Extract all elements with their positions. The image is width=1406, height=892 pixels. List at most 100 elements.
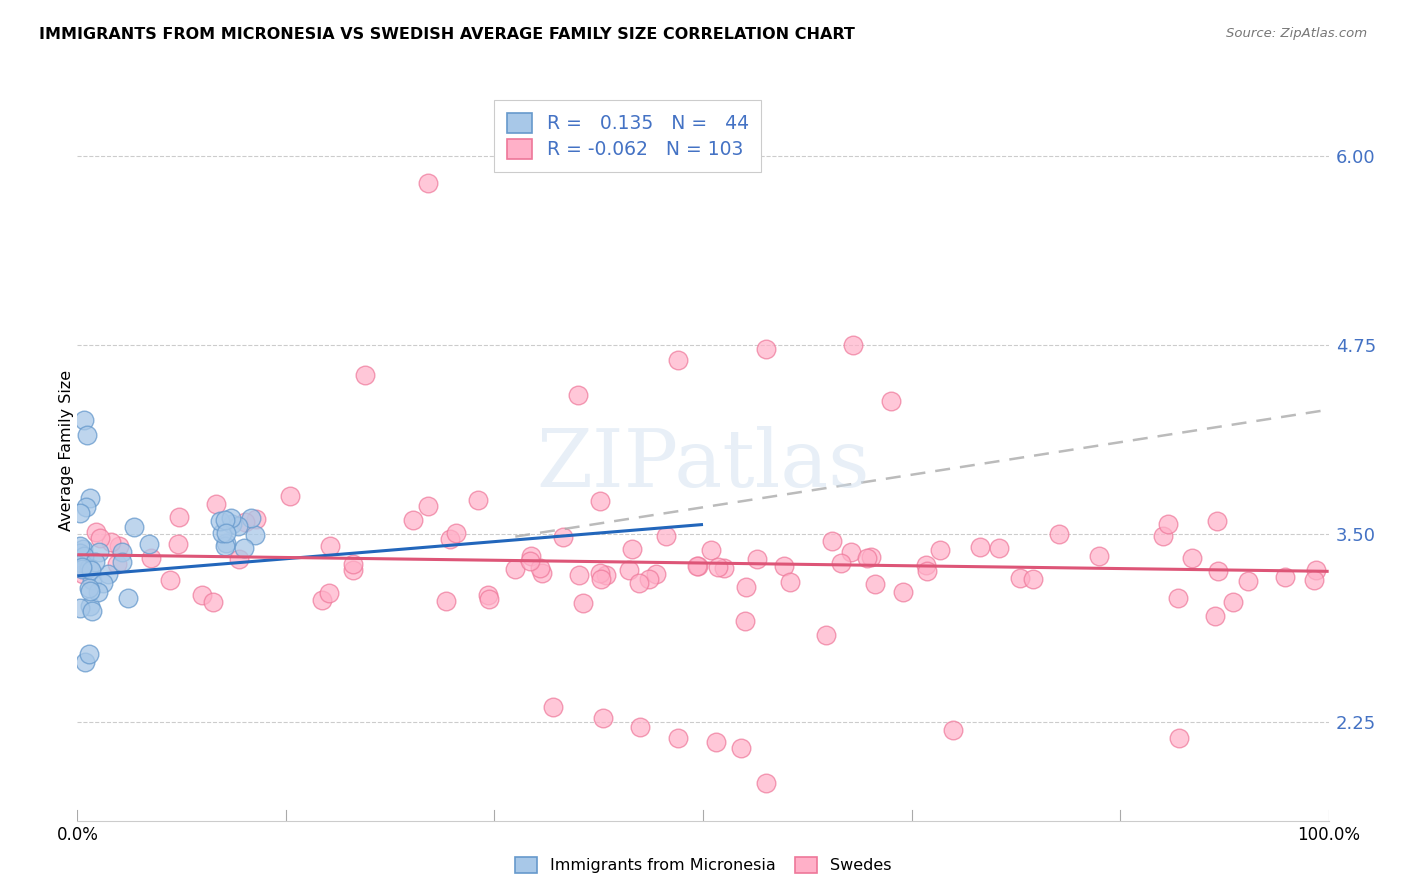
Point — [773, 558, 796, 573]
Point — [969, 540, 991, 554]
Point — [342, 557, 364, 571]
Point — [69, 546, 91, 560]
Point — [72, 567, 94, 582]
Point — [77, 560, 100, 574]
Point — [1204, 609, 1226, 624]
Point — [434, 593, 457, 607]
Point — [219, 510, 242, 524]
Point — [595, 568, 617, 582]
Point — [166, 537, 188, 551]
Point — [205, 497, 228, 511]
Point — [1167, 731, 1189, 745]
Point — [1208, 564, 1230, 578]
Point — [278, 489, 301, 503]
Point — [929, 542, 952, 557]
Point — [87, 584, 110, 599]
Text: Source: ZipAtlas.com: Source: ZipAtlas.com — [1226, 27, 1367, 40]
Point — [69, 506, 91, 520]
Point — [707, 559, 730, 574]
Point — [541, 700, 564, 714]
Point — [159, 573, 181, 587]
Point — [863, 577, 886, 591]
Point — [79, 584, 101, 599]
Point — [880, 393, 903, 408]
Point — [530, 566, 553, 580]
Point — [592, 711, 614, 725]
Point — [644, 566, 666, 581]
Point — [73, 549, 96, 564]
Point — [915, 558, 938, 572]
Point — [239, 511, 262, 525]
Point — [87, 545, 110, 559]
Point — [519, 554, 541, 568]
Point — [70, 556, 93, 570]
Point — [1152, 529, 1174, 543]
Text: ZIPatlas: ZIPatlas — [536, 426, 870, 504]
Point — [830, 556, 852, 570]
Point — [69, 539, 91, 553]
Point — [83, 555, 105, 569]
Point — [842, 337, 865, 351]
Point — [211, 525, 233, 540]
Point — [342, 563, 364, 577]
Point — [122, 520, 145, 534]
Point — [208, 514, 231, 528]
Point — [568, 568, 591, 582]
Point — [191, 589, 214, 603]
Legend: Immigrants from Micronesia, Swedes: Immigrants from Micronesia, Swedes — [508, 850, 898, 880]
Point — [620, 541, 643, 556]
Point — [1087, 549, 1109, 564]
Point — [1010, 571, 1032, 585]
Point — [444, 526, 467, 541]
Point — [111, 545, 134, 559]
Point — [108, 539, 131, 553]
Point — [214, 513, 236, 527]
Point — [77, 648, 100, 662]
Point — [75, 500, 97, 515]
Point — [467, 493, 489, 508]
Point — [76, 428, 98, 442]
Point — [89, 531, 111, 545]
Point — [117, 591, 139, 606]
Point — [100, 534, 122, 549]
Point — [730, 741, 752, 756]
Point — [589, 566, 612, 580]
Point — [69, 601, 91, 615]
Point — [72, 413, 94, 427]
Point — [529, 561, 551, 575]
Point — [77, 581, 100, 595]
Point — [232, 541, 254, 556]
Point — [747, 551, 769, 566]
Point — [567, 387, 589, 401]
Point — [439, 532, 461, 546]
Point — [630, 720, 652, 734]
Point — [942, 723, 965, 737]
Point — [111, 555, 134, 569]
Point — [228, 552, 250, 566]
Point — [859, 549, 882, 564]
Point — [221, 516, 243, 531]
Point — [856, 550, 879, 565]
Point — [779, 575, 801, 590]
Point — [637, 572, 659, 586]
Point — [1305, 563, 1327, 577]
Point — [478, 592, 501, 607]
Point — [215, 536, 238, 550]
Point — [82, 604, 104, 618]
Point — [141, 551, 163, 566]
Point — [80, 573, 103, 587]
Point — [245, 512, 267, 526]
Point — [79, 599, 101, 613]
Point — [735, 580, 758, 594]
Point — [591, 573, 613, 587]
Point — [666, 731, 689, 745]
Point — [97, 566, 120, 581]
Point — [73, 655, 96, 669]
Point — [754, 343, 776, 357]
Point — [138, 537, 160, 551]
Point — [821, 534, 844, 549]
Point — [1167, 591, 1189, 605]
Point — [226, 519, 249, 533]
Point — [72, 541, 94, 556]
Point — [477, 588, 499, 602]
